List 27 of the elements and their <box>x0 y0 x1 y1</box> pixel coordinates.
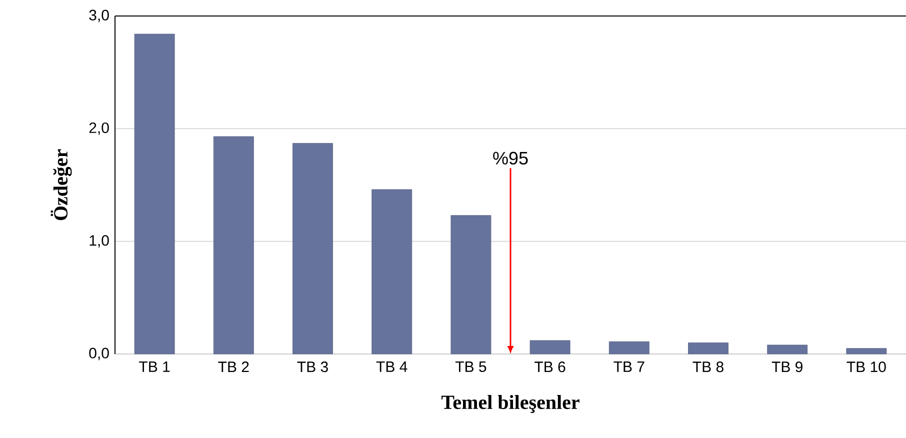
bar <box>372 189 412 354</box>
y-tick-label: 1,0 <box>90 235 109 248</box>
x-tick-label: TB 7 <box>614 362 644 372</box>
x-tick-label: TB 9 <box>772 362 802 372</box>
x-tick-label: TB 4 <box>376 362 408 372</box>
y-tick-label: 3,0 <box>89 10 109 22</box>
bar <box>767 344 808 354</box>
x-axis-title: Temel bileşenler <box>441 395 580 414</box>
annotation: %95 <box>493 152 528 165</box>
bar <box>450 215 492 354</box>
y-tick-label: 0,0 <box>89 348 109 360</box>
x-tick-label: TB 6 <box>534 362 566 372</box>
bar <box>292 143 333 354</box>
y-axis-title: Özdeğer <box>50 149 72 220</box>
bar <box>213 136 254 354</box>
bar <box>608 341 650 354</box>
x-tick-label: TB 1 <box>139 362 170 372</box>
x-tick-label: TB 3 <box>297 362 328 372</box>
bar <box>134 34 175 354</box>
x-tick-label: TB 2 <box>218 362 249 372</box>
x-tick-label: TB 10 <box>846 362 886 372</box>
bar <box>688 342 728 354</box>
y-tick-label: 2,0 <box>89 122 109 135</box>
bar <box>846 348 887 354</box>
x-tick-label: TB 8 <box>692 362 724 372</box>
bar <box>530 340 570 354</box>
x-tick-label: TB 5 <box>455 362 486 372</box>
